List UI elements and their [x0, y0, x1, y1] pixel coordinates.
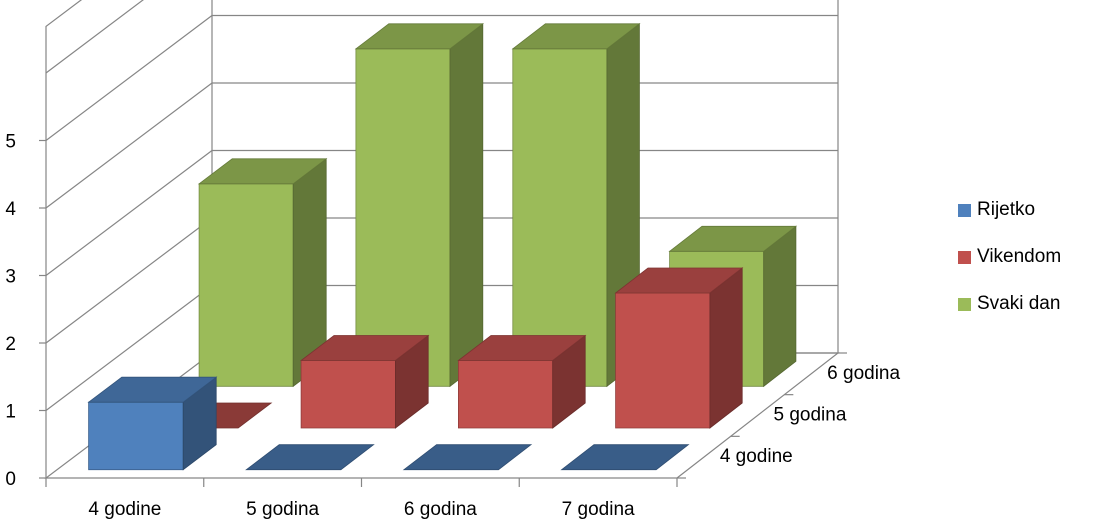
y-tick-label: 1	[5, 402, 16, 423]
legend-swatch	[958, 250, 971, 264]
legend-item: Rijetko	[958, 199, 1118, 220]
bar-flat	[245, 444, 375, 471]
depth-tick-label: 4 godine	[720, 446, 793, 467]
bar-top	[614, 267, 744, 294]
bar-front	[88, 401, 184, 471]
y-tick-label: 4	[5, 199, 16, 220]
legend-label: Svaki dan	[977, 293, 1061, 314]
bar-top	[197, 158, 328, 185]
depth-tick-label: 6 godina	[827, 363, 900, 384]
legend-swatch	[958, 203, 971, 217]
x-tick-label: 6 godina	[404, 499, 477, 520]
legend-item: Vikendom	[958, 246, 1118, 267]
bar	[299, 334, 430, 429]
bar-top	[354, 23, 484, 50]
legend-item: Svaki dan	[958, 293, 1118, 314]
bar-top	[511, 23, 641, 50]
bar	[354, 22, 484, 388]
bar-front	[457, 360, 554, 429]
bar-front	[615, 292, 711, 429]
y-tick-label: 5	[5, 132, 16, 153]
legend-label: Vikendom	[977, 246, 1062, 267]
bar	[560, 444, 690, 471]
bar-side	[763, 225, 797, 388]
bar-side	[449, 22, 484, 388]
legend-swatch	[958, 297, 971, 311]
y-tick-label: 3	[5, 267, 16, 288]
bar-flat	[402, 444, 533, 471]
bar-top	[87, 376, 218, 403]
bar	[245, 444, 375, 471]
bar	[402, 444, 533, 471]
gridline	[45, 14, 838, 141]
x-tick-label: 7 godina	[562, 499, 635, 520]
bar-top	[299, 335, 430, 361]
chart-labels: 0 1 2 3 4 5 4 godine 5 godina 6 godina 7 godina 4 …	[5, 132, 900, 521]
bar-top	[668, 225, 798, 252]
x-tick-label: 5 godina	[246, 499, 319, 520]
left-wall-edge	[45, 0, 83, 478]
chart-bars	[87, 22, 798, 471]
y-tick-label: 2	[5, 334, 16, 355]
bar	[197, 157, 328, 388]
bar	[87, 376, 218, 471]
bar-front	[300, 360, 396, 429]
legend-label: Rijetko	[977, 199, 1036, 220]
gridline	[45, 0, 144, 74]
y-tick-label: 0	[5, 469, 16, 490]
bar	[614, 267, 744, 429]
chart-legend: Rijetko Vikendom Svaki dan	[958, 199, 1118, 341]
bar-flat	[560, 444, 690, 471]
bar-side	[709, 267, 743, 429]
bar	[457, 334, 587, 429]
x-tick-label: 4 godine	[88, 499, 161, 520]
bar-front	[198, 183, 294, 387]
bar-top	[457, 335, 587, 361]
depth-tick-label: 5 godina	[774, 405, 847, 426]
